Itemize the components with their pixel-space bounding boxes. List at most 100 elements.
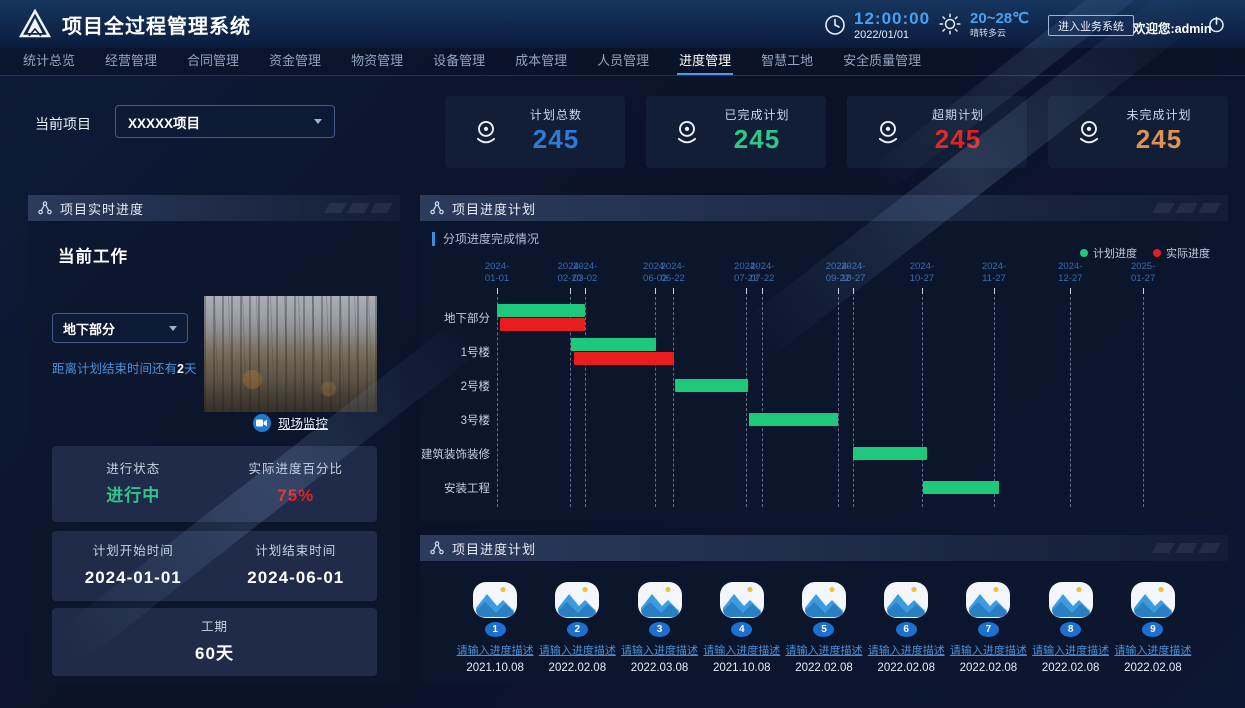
timeline-step-badge: 5 bbox=[813, 622, 835, 637]
nav-tab-成本管理[interactable]: 成本管理 bbox=[515, 52, 568, 68]
gantt-bar-plan bbox=[923, 481, 999, 494]
project-select-value: XXXXX项目 bbox=[128, 115, 201, 131]
work-part-select-value: 地下部分 bbox=[63, 321, 116, 337]
site-monitor-link[interactable]: 现场监控 bbox=[204, 413, 377, 432]
work-part-select[interactable]: 地下部分 bbox=[52, 313, 188, 343]
gantt-row-label: 地下部分 bbox=[444, 313, 490, 325]
nodes-icon bbox=[38, 201, 52, 215]
gantt-tickmark bbox=[837, 288, 839, 294]
gantt-axis-date: 2024- 10-27 bbox=[841, 261, 866, 285]
nav-tab-资金管理[interactable]: 资金管理 bbox=[269, 52, 322, 68]
nav-tab-智慧工地[interactable]: 智慧工地 bbox=[761, 52, 814, 68]
deadline-days: 2 bbox=[177, 362, 184, 376]
nodes-icon bbox=[430, 201, 444, 215]
chevron-down-icon bbox=[314, 119, 322, 124]
image-mountain-icon bbox=[966, 582, 1011, 618]
location-pin-icon bbox=[878, 120, 898, 144]
timeline-desc-input[interactable]: 请输入进度描述 bbox=[456, 645, 534, 657]
gantt-bar-plan bbox=[749, 413, 838, 426]
timeline-desc-input[interactable]: 请输入进度描述 bbox=[621, 645, 699, 657]
timeline-date: 2022.02.08 bbox=[1041, 662, 1100, 674]
clock-block: 12:00:00 2022/01/01 bbox=[824, 9, 930, 41]
timeline-card-3: 3 请输入进度描述 2022.03.08 bbox=[618, 581, 700, 674]
nav-tab-物资管理[interactable]: 物资管理 bbox=[351, 52, 404, 68]
gantt-tickmark bbox=[994, 288, 995, 294]
panel-title: 项目进度计划 bbox=[452, 201, 537, 217]
timeline-desc-input[interactable]: 请输入进度描述 bbox=[785, 645, 863, 657]
nav-tab-经营管理[interactable]: 经营管理 bbox=[105, 52, 158, 68]
gantt-tickmark bbox=[497, 288, 498, 294]
timeline-card-9: 9 请输入进度描述 2022.02.08 bbox=[1112, 581, 1194, 674]
deadline-note: 距离计划结束时间还有2天 bbox=[52, 362, 197, 376]
gantt-tickmark bbox=[921, 288, 923, 294]
project-select[interactable]: XXXXX项目 bbox=[115, 105, 335, 138]
header-decoration bbox=[1152, 203, 1221, 213]
timeline-date: 2022.02.08 bbox=[959, 662, 1018, 674]
timeline-card-7: 7 请输入进度描述 2022.02.08 bbox=[947, 581, 1029, 674]
stat-card-value: 245 bbox=[532, 124, 580, 155]
timeline-step-badge: 3 bbox=[649, 622, 671, 637]
timeline-desc-input[interactable]: 请输入进度描述 bbox=[538, 645, 616, 657]
enter-business-system-button[interactable]: 进入业务系统 bbox=[1048, 15, 1134, 36]
gantt-axis-date: 2024- 02-20 bbox=[557, 261, 582, 285]
timeline-card-6: 6 请输入进度描述 2022.02.08 bbox=[865, 581, 947, 674]
gantt-row-label: 安装工程 bbox=[444, 483, 490, 495]
timeline-step-badge: 7 bbox=[977, 622, 999, 637]
gantt-bar-plan bbox=[571, 338, 656, 351]
stat-card-label: 计划总数 bbox=[529, 108, 582, 123]
start-date-value: 2024-01-01 bbox=[84, 567, 182, 587]
nav-tab-设备管理[interactable]: 设备管理 bbox=[433, 52, 486, 68]
status-value: 进行中 bbox=[106, 485, 161, 505]
timeline-desc-input[interactable]: 请输入进度描述 bbox=[703, 645, 781, 657]
gantt-gridline bbox=[853, 297, 855, 507]
app-title: 项目全过程管理系统 bbox=[62, 15, 251, 38]
legend-dot-green bbox=[1080, 249, 1088, 257]
timeline-card-1: 1 请输入进度描述 2021.10.08 bbox=[454, 581, 536, 674]
gantt-axis-date: 2024- 11-27 bbox=[981, 261, 1007, 285]
gantt-row-label: 3号楼 bbox=[460, 415, 490, 427]
nav-tab-统计总览[interactable]: 统计总览 bbox=[23, 52, 76, 68]
nav-tab-合同管理[interactable]: 合同管理 bbox=[187, 52, 240, 68]
gantt-axis-date: 2024- 09-22 bbox=[825, 261, 851, 285]
timeline-card-8: 8 请输入进度描述 2022.02.08 bbox=[1030, 581, 1112, 674]
timeline-step-badge: 9 bbox=[1142, 622, 1164, 637]
timeline-cards: 1 请输入进度描述 2021.10.08 2 请输入进度描述 2022.02.0… bbox=[420, 567, 1228, 674]
timeline-date: 2022.02.08 bbox=[795, 662, 853, 674]
gantt-bar-plan bbox=[674, 379, 749, 392]
gantt-row-建筑装饰装修: 建筑装饰装修 bbox=[421, 437, 1197, 471]
timeline-desc-input[interactable]: 请输入进度描述 bbox=[949, 645, 1027, 657]
timeline-desc-input[interactable]: 请输入进度描述 bbox=[867, 645, 945, 657]
timeline-date: 2022.03.08 bbox=[630, 662, 689, 674]
weather-block: 20~28℃ 晴转多云 bbox=[938, 10, 1029, 39]
gantt-gridline bbox=[746, 297, 748, 507]
gantt-gridline bbox=[921, 297, 923, 507]
stat-card: 未完成计划 245 bbox=[1048, 96, 1228, 168]
duration-box: 工期 60天 bbox=[52, 608, 377, 676]
stat-card-label: 已完成计划 bbox=[724, 108, 790, 123]
nav-tab-人员管理[interactable]: 人员管理 bbox=[597, 52, 650, 68]
weather-condition: 晴转多云 bbox=[970, 28, 1007, 38]
timeline-step-badge: 4 bbox=[731, 622, 753, 637]
panel-header: 项目进度计划 bbox=[420, 535, 1228, 561]
gantt-gridline bbox=[762, 297, 764, 507]
duration-value: 60天 bbox=[195, 643, 234, 663]
timeline-desc-input[interactable]: 请输入进度描述 bbox=[1114, 645, 1192, 657]
main-nav: 统计总览 经营管理 合同管理 资金管理 物资管理 设备管理 成本管理 人员管理 进度管理 智慧工地… bbox=[0, 48, 1245, 76]
nav-tab-安全质量管理[interactable]: 安全质量管理 bbox=[843, 52, 922, 68]
legend-plan: 计划进度 bbox=[1080, 245, 1137, 261]
current-project-label: 当前项目 bbox=[35, 116, 91, 132]
gantt-axis-date: 2024- 10-27 bbox=[909, 261, 935, 285]
timeline-desc-input[interactable]: 请输入进度描述 bbox=[1032, 645, 1110, 657]
gantt-row-3号楼: 3号楼 bbox=[461, 403, 1197, 437]
video-camera-icon bbox=[252, 413, 271, 432]
timeline-date: 2021.10.08 bbox=[712, 662, 771, 674]
gantt-row-安装工程: 安装工程 bbox=[444, 471, 1197, 505]
power-icon[interactable] bbox=[1208, 16, 1225, 33]
gantt-gridline bbox=[672, 297, 674, 507]
gantt-bar-plan bbox=[853, 447, 927, 460]
nav-tab-进度管理[interactable]: 进度管理 bbox=[677, 48, 734, 76]
gantt-gridline bbox=[497, 297, 498, 507]
app-logo-icon bbox=[18, 9, 52, 38]
gantt-row-label: 1号楼 bbox=[460, 347, 490, 359]
